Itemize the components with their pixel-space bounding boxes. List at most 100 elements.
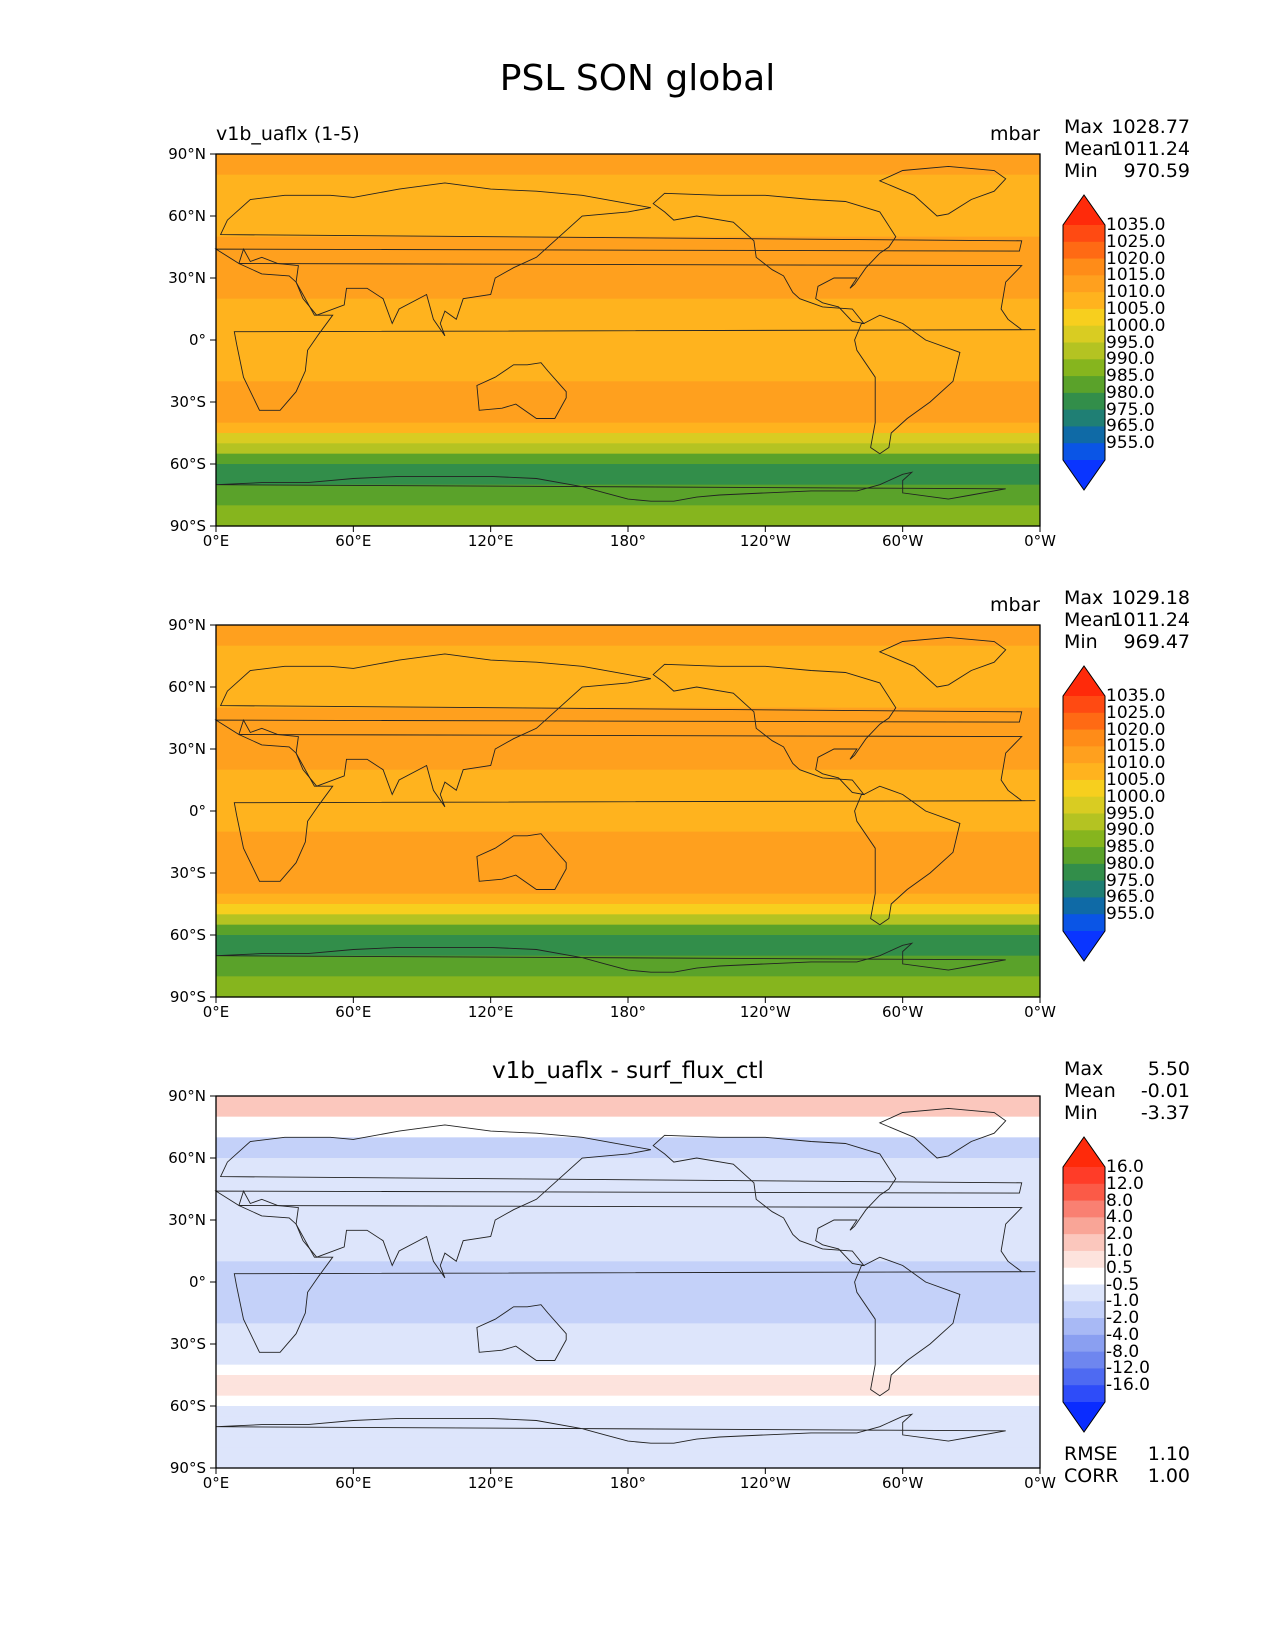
contour-band bbox=[216, 298, 1040, 320]
colorbar-swatch bbox=[1063, 779, 1105, 798]
y-tick-label: 60°S bbox=[169, 926, 206, 944]
colorbar-label: 1035.0 bbox=[1106, 686, 1166, 706]
colorbar-swatch bbox=[1063, 1334, 1105, 1353]
colorbar-swatch bbox=[1063, 1301, 1105, 1319]
contour-band bbox=[216, 687, 1040, 709]
colorbar-label: 2.0 bbox=[1106, 1224, 1134, 1245]
y-tick-label: 0° bbox=[188, 331, 206, 349]
colorbar-extend-top bbox=[1063, 195, 1105, 225]
contour-band bbox=[216, 443, 1040, 455]
colorbar-swatch bbox=[1063, 1284, 1105, 1302]
contour-band bbox=[216, 216, 1040, 238]
colorbar-swatch bbox=[1063, 763, 1105, 781]
colorbar-label: 965.0 bbox=[1106, 887, 1155, 908]
panel-1-mean-label: Mean bbox=[1064, 138, 1116, 160]
panel-1-title: v1b_uaflx (1-5) bbox=[216, 123, 360, 145]
figure-title: PSL SON global bbox=[499, 58, 776, 99]
colorbar-label: 1000.0 bbox=[1106, 786, 1166, 807]
x-tick-label: 60°E bbox=[335, 1003, 372, 1021]
contour-band bbox=[216, 422, 1040, 434]
y-tick-label: 90°S bbox=[169, 1459, 206, 1477]
colorbar-outline bbox=[1062, 665, 1106, 962]
y-tick-label: 60°N bbox=[168, 207, 206, 225]
x-tick-label: 0°E bbox=[202, 1474, 230, 1492]
colorbar-swatch bbox=[1063, 729, 1105, 747]
colorbar-swatch bbox=[1063, 1234, 1105, 1252]
colorbar-swatch bbox=[1063, 409, 1105, 427]
colorbar-swatch bbox=[1063, 308, 1105, 327]
colorbar-label: 16.0 bbox=[1106, 1157, 1144, 1177]
colorbar-label: -8.0 bbox=[1106, 1341, 1140, 1362]
contour-band bbox=[216, 1416, 1040, 1428]
coastline-africa bbox=[233, 1205, 1036, 1353]
contour-band bbox=[216, 955, 1040, 977]
contour-band bbox=[216, 1261, 1040, 1283]
colorbar-swatch bbox=[1063, 1368, 1105, 1386]
contour-band bbox=[216, 195, 1040, 217]
contour-band bbox=[216, 666, 1040, 688]
panel-1-units: mbar bbox=[989, 123, 1040, 145]
map-panel-3 bbox=[210, 1095, 1041, 1474]
colorbar-swatch bbox=[1063, 292, 1105, 310]
colorbar-swatch bbox=[1063, 1167, 1105, 1185]
contour-band bbox=[216, 1240, 1040, 1262]
panel-1-mean-value: 1011.24 bbox=[1111, 138, 1190, 160]
contour-band bbox=[216, 707, 1040, 729]
x-tick-label: 60°W bbox=[881, 1003, 924, 1021]
map-panel-2 bbox=[210, 624, 1041, 1003]
contour-band bbox=[216, 945, 1040, 957]
colorbar-swatch bbox=[1063, 225, 1105, 243]
colorbar-label: 980.0 bbox=[1106, 853, 1155, 874]
contour-band bbox=[216, 1364, 1040, 1376]
x-tick-label: 60°E bbox=[335, 532, 372, 550]
colorbar-swatch bbox=[1063, 426, 1105, 444]
panel-3-min-label: Min bbox=[1064, 1102, 1098, 1124]
coastline-australia bbox=[476, 1304, 567, 1361]
colorbar-extend-bottom bbox=[1063, 1402, 1105, 1432]
panel-2-mean-label: Mean bbox=[1064, 609, 1116, 631]
contour-band bbox=[216, 1137, 1040, 1159]
contour-band bbox=[216, 381, 1040, 403]
coastline-s-america bbox=[854, 1256, 961, 1397]
x-tick-label: 0°E bbox=[202, 532, 230, 550]
contour-band bbox=[216, 935, 1040, 946]
coastline-n-america bbox=[652, 1134, 897, 1267]
panel-2-units: mbar bbox=[989, 594, 1040, 616]
contour-band bbox=[216, 154, 1040, 176]
coastline-n-america bbox=[652, 663, 897, 796]
y-tick-label: 90°N bbox=[168, 1087, 206, 1105]
coastline-s-america bbox=[854, 314, 961, 455]
colorbar-extend-top bbox=[1063, 1137, 1105, 1167]
contour-band bbox=[216, 1385, 1040, 1397]
contour-band bbox=[216, 505, 1040, 527]
contour-band bbox=[216, 1447, 1040, 1469]
contour-band bbox=[216, 474, 1040, 486]
contour-band bbox=[216, 257, 1040, 279]
x-tick-label: 120°W bbox=[739, 1474, 791, 1492]
coastline-africa bbox=[233, 734, 1036, 882]
contour-band bbox=[216, 1282, 1040, 1304]
contour-band bbox=[216, 976, 1040, 998]
panel-1-max-value: 1028.77 bbox=[1111, 116, 1190, 138]
contour-band bbox=[216, 433, 1040, 444]
contour-band bbox=[216, 790, 1040, 812]
colorbar-1 bbox=[1062, 194, 1106, 491]
contour-band bbox=[216, 728, 1040, 750]
contour-band bbox=[216, 625, 1040, 647]
colorbar-swatch bbox=[1063, 443, 1105, 461]
colorbar-swatch bbox=[1063, 746, 1105, 764]
contour-band bbox=[216, 402, 1040, 424]
colorbar-swatch bbox=[1063, 830, 1105, 848]
contour-band bbox=[216, 914, 1040, 926]
x-tick-label: 60°E bbox=[335, 1474, 372, 1492]
contour-band bbox=[216, 1178, 1040, 1200]
coastline-australia bbox=[476, 362, 567, 419]
colorbar-swatch bbox=[1063, 1351, 1105, 1369]
colorbar-label: 1005.0 bbox=[1106, 298, 1166, 319]
coastline-australia bbox=[476, 833, 567, 890]
contour-band bbox=[216, 645, 1040, 667]
colorbar-extend-bottom bbox=[1063, 460, 1105, 490]
contour-band bbox=[216, 236, 1040, 258]
y-tick-label: 90°S bbox=[169, 988, 206, 1006]
coastline-antarctica bbox=[215, 471, 1006, 502]
